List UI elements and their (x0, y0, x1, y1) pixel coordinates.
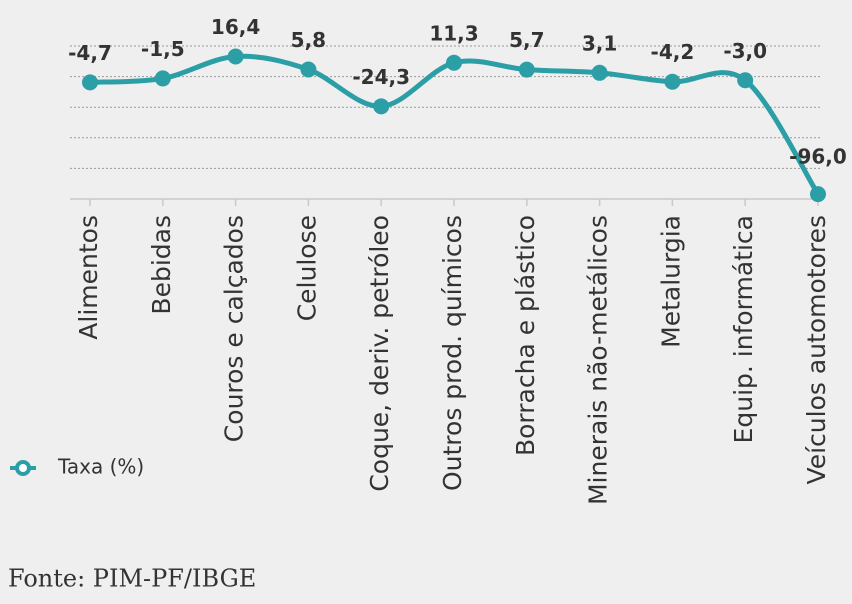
x-tick-label: Bebidas (147, 215, 176, 315)
x-tick-label: Celulose (292, 215, 321, 321)
data-label: 3,1 (582, 31, 617, 55)
point (300, 61, 317, 78)
data-label: -4,2 (651, 40, 695, 64)
data-label: 16,4 (211, 15, 260, 39)
point (446, 54, 462, 71)
data-label: -3,0 (723, 39, 767, 63)
data-label: 5,8 (291, 28, 326, 52)
point (82, 74, 98, 91)
x-tick-label: Outros prod. químicos (438, 215, 467, 491)
x-tick-label: Minerais não-metálicos (584, 215, 613, 505)
point (373, 98, 390, 115)
data-label: -96,0 (789, 145, 847, 169)
x-tick-label: Coque, deriv. petróleo (365, 215, 394, 492)
x-tick-label: Veículos automotores (802, 215, 831, 484)
legend-marker (15, 460, 31, 476)
data-label: 11,3 (429, 21, 478, 45)
x-tick-label: Equip. informática (729, 215, 758, 443)
source: Fonte: PIM-PF/IBGE (8, 565, 256, 593)
point (518, 61, 535, 78)
x-tick-label: Metalurgia (656, 215, 685, 348)
point (810, 186, 826, 203)
x-tick-label: Alimentos (74, 215, 103, 340)
point (664, 73, 681, 90)
data-label: -24,3 (352, 65, 410, 89)
legend-label: Taxa (%) (57, 455, 144, 479)
data-label: 5,7 (509, 28, 544, 52)
x-tick-label: Couros e calçados (220, 215, 249, 442)
data-label: -4,7 (68, 41, 112, 65)
point (591, 64, 608, 81)
point (154, 70, 171, 87)
x-tick-label: Borracha e plástico (511, 215, 540, 456)
point (227, 48, 244, 65)
data-label: -1,5 (141, 37, 185, 61)
point (737, 72, 754, 89)
